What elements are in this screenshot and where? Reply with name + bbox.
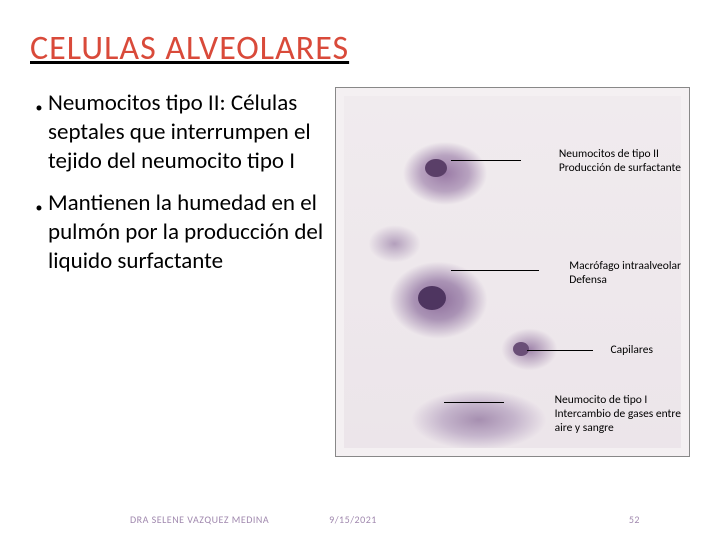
label-line1: Neumocitos de tipo II [559,148,681,162]
slide-title: CELULAS ALVEOLARES [30,28,690,69]
content-row: • Neumocitos tipo II: Células septales q… [30,87,690,457]
figure-label-neumocito2: Neumocitos de tipo II Producción de surf… [559,148,681,176]
bullet-list: • Neumocitos tipo II: Células septales q… [30,87,325,457]
bullet-text: Neumocitos tipo II: Células septales que… [48,89,325,175]
title-text-main: CELULAS ALVEOLARES [30,28,349,69]
leader-line-icon [451,270,539,271]
cell-nucleus-icon [418,286,446,310]
title-underline: CELULAS ALVEOLARES [30,28,349,69]
label-line1: Macrófago intraalveolar [569,260,681,274]
leader-line-icon [444,402,504,403]
figure-label-neumocito1: Neumocito de tipo I Intercambio de gases… [555,394,681,435]
figure-label-capilares: Capilares [610,344,653,358]
label-line3: aire y sangre [555,422,681,436]
figure-label-macrofago: Macrófago intraalveolar Defensa [569,260,681,288]
label-line2: Producción de surfactante [559,162,681,176]
label-line2: Intercambio de gases entre [555,408,681,422]
label-line1: Neumocito de tipo I [555,394,681,408]
list-item: • Neumocitos tipo II: Células septales q… [30,89,325,175]
footer-date: 9/15/2021 [329,513,377,526]
slide: CELULAS ALVEOLARES • Neumocitos tipo II:… [0,0,720,540]
bullet-text: Mantienen la humedad en el pulmón por la… [48,189,325,275]
footer-author: DRA SELENE VAZQUEZ MEDINA [130,513,269,526]
footer-page-number: 52 [629,513,640,526]
list-item: • Mantienen la humedad en el pulmón por … [30,189,325,275]
cell-nucleus-icon [425,159,447,177]
slide-footer: DRA SELENE VAZQUEZ MEDINA 9/15/2021 52 [0,513,720,526]
bullet-icon: • [30,89,48,175]
histology-figure: Neumocitos de tipo II Producción de surf… [335,87,690,457]
leader-line-icon [451,160,521,161]
label-line2: Defensa [569,274,681,288]
leader-line-icon [527,350,593,351]
label-line1: Capilares [610,344,653,358]
bullet-icon: • [30,189,48,275]
